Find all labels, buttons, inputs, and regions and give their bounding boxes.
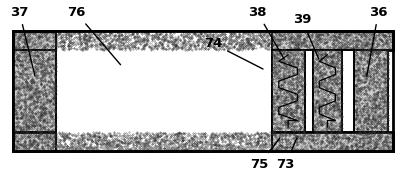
Text: 39: 39: [292, 13, 318, 59]
Bar: [353, 50, 388, 132]
Text: 36: 36: [366, 6, 387, 76]
Text: 38: 38: [247, 6, 284, 59]
Text: 73: 73: [276, 138, 296, 171]
Bar: [55, 31, 271, 151]
Bar: [13, 132, 392, 151]
Bar: [304, 50, 312, 132]
Text: 75: 75: [250, 138, 279, 171]
Text: 76: 76: [67, 6, 120, 65]
Text: 37: 37: [10, 6, 35, 76]
Bar: [13, 50, 55, 132]
Bar: [271, 50, 304, 132]
Bar: [341, 50, 353, 132]
Text: 74: 74: [203, 37, 262, 69]
Bar: [312, 50, 341, 132]
Bar: [13, 31, 392, 151]
Bar: [13, 31, 392, 50]
